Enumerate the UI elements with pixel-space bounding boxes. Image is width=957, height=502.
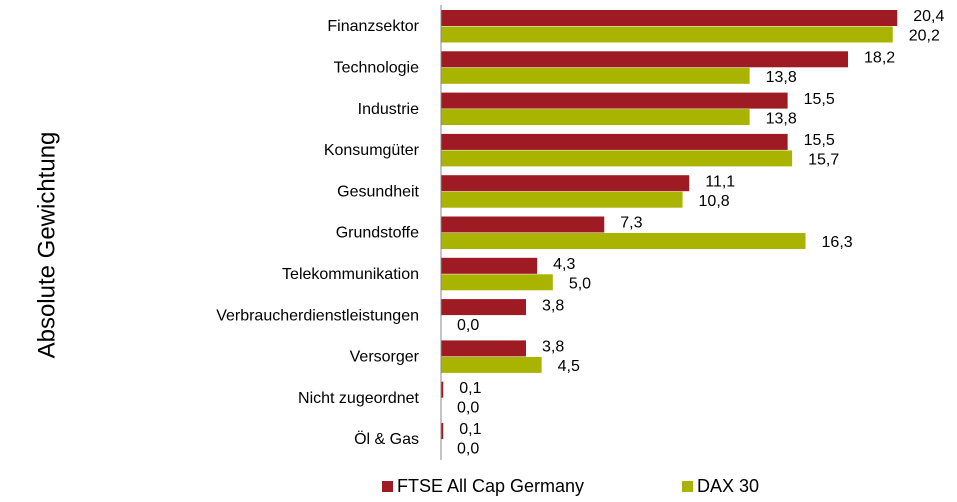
- value-label: 0,0: [457, 441, 479, 458]
- y-tick-label: Technologie: [334, 60, 420, 77]
- value-label: 10,8: [699, 193, 730, 210]
- value-label: 13,8: [766, 110, 797, 127]
- y-tick-label: Verbraucherdienstleistungen: [216, 307, 419, 324]
- value-label: 15,5: [804, 91, 835, 108]
- value-label: 18,2: [864, 50, 895, 67]
- y-tick-label: Industrie: [358, 101, 419, 118]
- bar: [441, 191, 683, 208]
- y-tick-label: Konsumgüter: [324, 142, 420, 159]
- y-tick-label: Versorger: [350, 349, 420, 366]
- bar: [441, 26, 893, 43]
- value-label: 4,3: [553, 256, 575, 273]
- bar: [441, 340, 526, 357]
- legend-label: DAX 30: [697, 476, 759, 496]
- value-label: 0,0: [457, 317, 479, 334]
- value-label: 13,8: [766, 69, 797, 86]
- value-label: 15,7: [808, 152, 839, 169]
- y-axis-label: Absolute Gewichtung: [33, 132, 60, 359]
- value-label: 7,3: [620, 215, 642, 232]
- legend-swatch: [682, 481, 693, 492]
- y-tick-label: Finanzsektor: [327, 18, 419, 35]
- bar: [441, 10, 898, 26]
- bar: [441, 175, 690, 192]
- legend-swatch: [382, 481, 393, 492]
- value-label: 16,3: [822, 234, 853, 251]
- bar: [441, 257, 538, 274]
- bar: [441, 150, 793, 167]
- value-label: 4,5: [558, 358, 580, 375]
- bar: [441, 133, 788, 150]
- y-tick-label: Grundstoffe: [336, 225, 419, 242]
- bar: [441, 299, 526, 316]
- bar: [441, 67, 750, 84]
- bar: [441, 381, 444, 398]
- value-label: 3,8: [542, 297, 564, 314]
- bar: [441, 51, 849, 68]
- bar: [441, 274, 553, 291]
- value-label: 15,5: [804, 132, 835, 149]
- bar: [441, 233, 806, 249]
- value-label: 5,0: [569, 276, 591, 293]
- bar: [441, 216, 605, 233]
- value-label: 20,4: [913, 8, 944, 25]
- value-label: 3,8: [542, 339, 564, 356]
- bar: [441, 423, 444, 439]
- y-tick-label: Gesundheit: [337, 183, 419, 200]
- value-label: 11,1: [705, 173, 735, 190]
- y-tick-label: Telekommunikation: [282, 266, 419, 283]
- bar: [441, 92, 788, 109]
- bar: [441, 356, 542, 373]
- y-tick-label: Nicht zugeordnet: [298, 390, 420, 407]
- value-label: 0,1: [459, 421, 481, 438]
- legend-label: FTSE All Cap Germany: [397, 476, 584, 496]
- y-tick-label: Öl & Gas: [354, 430, 419, 448]
- value-label: 0,1: [459, 380, 481, 397]
- value-label: 0,0: [457, 399, 479, 416]
- value-label: 20,2: [909, 28, 940, 45]
- bar: [441, 109, 750, 126]
